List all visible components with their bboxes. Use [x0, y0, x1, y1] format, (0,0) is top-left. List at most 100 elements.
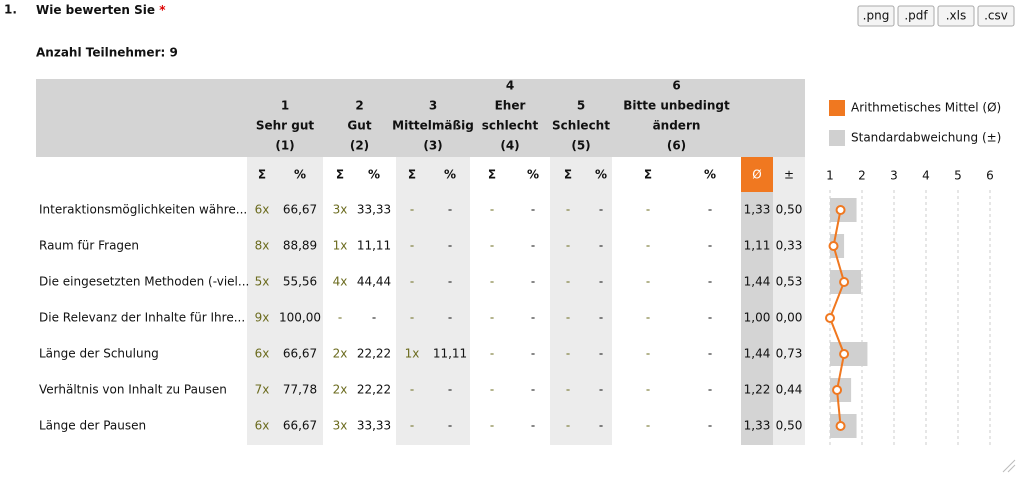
sum-header: Σ — [644, 168, 652, 182]
mean-cell: 1,11 — [744, 239, 771, 253]
mean-dot — [828, 241, 839, 251]
sd-cell: 0,44 — [776, 383, 803, 397]
percent-cell: - — [531, 203, 535, 217]
column-code: (4) — [500, 139, 519, 153]
column-code: (1) — [275, 139, 294, 153]
percent-cell: - — [448, 275, 452, 289]
row-label: Verhältnis von Inhalt zu Pausen — [39, 383, 227, 397]
export-button-label[interactable]: .csv — [984, 9, 1008, 23]
column-label: Schlecht — [552, 119, 610, 133]
question-label: Wie bewerten Sie — [36, 3, 155, 17]
legend-label: Standardabweichung (±) — [851, 131, 1001, 145]
percent-cell: 22,22 — [357, 383, 391, 397]
export-button[interactable] — [977, 5, 1015, 27]
column-number: 1 — [281, 99, 289, 113]
count-cell: - — [410, 383, 414, 397]
pct-header: % — [527, 168, 539, 182]
required-mark: * — [159, 3, 166, 17]
pct-header: % — [595, 168, 607, 182]
column-number: 5 — [577, 99, 585, 113]
percent-cell: - — [708, 383, 712, 397]
count-cell: 6x — [255, 203, 270, 217]
sd-cell: 0,50 — [776, 419, 803, 433]
sd-column-bg — [773, 157, 805, 445]
row-label: Länge der Pausen — [39, 419, 146, 433]
percent-cell: - — [448, 383, 452, 397]
count-cell: 4x — [333, 275, 348, 289]
column-label: Eher — [495, 99, 526, 113]
x-tick-label: 6 — [986, 169, 994, 183]
count-cell: - — [566, 239, 570, 253]
column-number: 6 — [672, 79, 680, 93]
sd-header: ± — [784, 168, 794, 182]
percent-cell: - — [531, 275, 535, 289]
count-cell: 7x — [255, 383, 270, 397]
legend-label: Arithmetisches Mittel (Ø) — [851, 101, 1001, 115]
count-cell: 1x — [333, 239, 348, 253]
count-cell: 2x — [333, 347, 348, 361]
row-label: Länge der Schulung — [39, 347, 159, 361]
percent-cell: - — [531, 383, 535, 397]
export-button-label[interactable]: .pdf — [904, 9, 928, 23]
percent-cell: 22,22 — [357, 347, 391, 361]
percent-cell: - — [599, 275, 603, 289]
mean-cell: 1,00 — [744, 311, 771, 325]
export-button-label[interactable]: .png — [863, 9, 890, 23]
count-cell: - — [646, 419, 650, 433]
percent-cell: 66,67 — [283, 347, 317, 361]
mean-dot — [825, 313, 835, 323]
row-label: Die Relevanz der Inhalte für Ihre... — [39, 311, 245, 325]
percent-cell: 88,89 — [283, 239, 317, 253]
mean-dot — [839, 277, 850, 287]
column-label: Gut — [347, 119, 371, 133]
count-cell: - — [490, 203, 494, 217]
export-button[interactable] — [857, 5, 895, 27]
count-cell: 6x — [255, 419, 270, 433]
percent-cell: 100,00 — [279, 311, 321, 325]
count-cell: - — [410, 239, 414, 253]
percent-cell: - — [531, 419, 535, 433]
export-button[interactable] — [897, 5, 935, 27]
count-cell: 6x — [255, 347, 270, 361]
pct-header: % — [294, 168, 306, 182]
question-text: Wie bewerten Sie * — [36, 3, 166, 17]
count-cell: 5x — [255, 275, 270, 289]
participants: Anzahl Teilnehmer: 9 — [36, 46, 178, 60]
percent-cell: - — [708, 311, 712, 325]
percent-cell: - — [599, 203, 603, 217]
x-tick-label: 1 — [826, 169, 834, 183]
mean-dot — [839, 349, 850, 359]
percent-cell: - — [599, 419, 603, 433]
percent-cell: - — [448, 419, 452, 433]
column-label: Mittelmäßig — [392, 119, 474, 133]
percent-cell: - — [448, 311, 452, 325]
percent-cell: 11,11 — [357, 239, 391, 253]
percent-cell: 44,44 — [357, 275, 391, 289]
count-cell: - — [566, 383, 570, 397]
export-button-label[interactable]: .xls — [946, 9, 967, 23]
column-bg — [396, 157, 470, 445]
count-cell: - — [490, 239, 494, 253]
count-cell: - — [410, 311, 414, 325]
legend-swatch — [829, 100, 845, 116]
mean-cell: 1,44 — [744, 347, 771, 361]
percent-cell: 66,67 — [283, 203, 317, 217]
percent-cell: 33,33 — [357, 419, 391, 433]
mean-cell: 1,33 — [744, 203, 771, 217]
column-label: schlecht — [482, 119, 539, 133]
x-tick-label: 5 — [954, 169, 962, 183]
sd-cell: 0,53 — [776, 275, 803, 289]
sum-header: Σ — [564, 168, 572, 182]
sum-header: Σ — [258, 168, 266, 182]
sd-cell: 0,33 — [776, 239, 803, 253]
column-bg — [247, 157, 323, 445]
pct-header: % — [444, 168, 456, 182]
export-button[interactable] — [937, 5, 975, 27]
count-cell: - — [410, 275, 414, 289]
percent-cell: 55,56 — [283, 275, 317, 289]
count-cell: 3x — [333, 203, 348, 217]
mean-cell: 1,22 — [744, 383, 771, 397]
column-code: (3) — [423, 139, 442, 153]
column-number: 3 — [429, 99, 437, 113]
